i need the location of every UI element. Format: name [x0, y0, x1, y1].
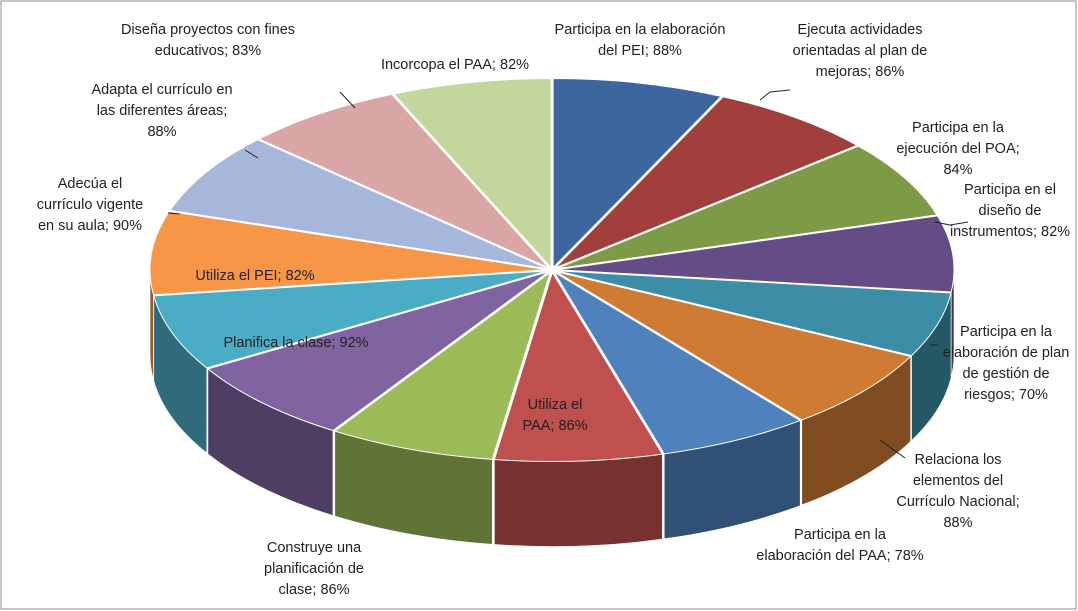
label-category: Adecúa el currículo vigente en su aula; — [36, 176, 144, 234]
label-value: 88% — [943, 515, 973, 531]
label-category: Participa en la ejecución del POA; — [896, 120, 1020, 157]
data-label: Relaciona los elementos del Currículo Na… — [883, 450, 1033, 534]
slice — [153, 270, 548, 369]
label-value: 82% — [285, 268, 315, 284]
label-value: 88% — [652, 43, 682, 59]
data-label: Diseña proyectos con fines educativos; 8… — [108, 20, 308, 62]
data-label: Construye una planificación de clase; 86… — [244, 538, 384, 601]
label-category: Relaciona los elementos del Currículo Na… — [896, 452, 1020, 510]
slice — [149, 210, 548, 296]
label-category: Construye una planificación de clase; — [264, 540, 364, 598]
slice — [206, 271, 549, 432]
label-value: 88% — [147, 124, 177, 140]
slice — [257, 93, 550, 269]
leader-line — [339, 91, 356, 109]
label-category: Participa en el diseño de instrumentos; — [949, 182, 1056, 240]
data-label: Ejecuta actividades orientadas al plan d… — [785, 20, 935, 83]
label-value: 92% — [339, 335, 369, 351]
data-label: Participa en el diseño de instrumentos; … — [948, 180, 1073, 243]
leader-line — [879, 439, 906, 459]
label-value: 84% — [943, 162, 973, 178]
label-category: Planifica la clase; — [223, 335, 336, 351]
slice — [392, 78, 552, 269]
data-label: Planifica la clase; 92% — [221, 333, 371, 354]
label-category: Participa en la elaboración del PEI; — [554, 22, 726, 59]
slice — [333, 271, 552, 460]
label-category: Participa en la elaboración del PAA; — [756, 527, 891, 564]
label-value: 86% — [875, 64, 905, 80]
data-label: Participa en la ejecución del POA; 84% — [883, 118, 1033, 181]
label-value: 83% — [232, 43, 262, 59]
slice — [554, 96, 859, 269]
pie-tops — [149, 78, 955, 462]
data-label: Adecúa el currículo vigente en su aula; … — [35, 174, 145, 237]
slice — [555, 271, 912, 421]
data-label: Utiliza el PEI; 82% — [160, 266, 350, 287]
leader-lines — [167, 89, 969, 459]
label-value: 90% — [112, 218, 142, 234]
leader-line — [759, 89, 791, 101]
data-label: Incorcopa el PAA; 82% — [345, 55, 565, 76]
data-label: Participa en la elaboración del PAA; 78% — [755, 525, 925, 567]
leader-line — [244, 149, 259, 159]
data-label: Adapta el currículo en las diferentes ár… — [82, 80, 242, 143]
label-value: 70% — [1018, 387, 1048, 403]
leader-line — [934, 221, 969, 226]
label-value: 82% — [500, 57, 530, 73]
data-label: Participa en la elaboración del PEI; 88% — [553, 20, 728, 62]
slice — [553, 271, 802, 455]
label-value: 86% — [320, 582, 350, 598]
label-value: 78% — [894, 548, 924, 564]
leader-line — [167, 212, 181, 215]
label-category: Utiliza el PAA; — [522, 397, 583, 434]
slice — [493, 271, 664, 462]
slice-side — [494, 453, 663, 547]
slice — [556, 215, 955, 293]
label-category: Diseña proyectos con fines educativos; — [120, 22, 296, 59]
label-category: Incorcopa el PAA; — [380, 57, 496, 73]
label-category: Participa en la elaboración de plan de g… — [942, 324, 1070, 403]
slice — [556, 270, 952, 357]
label-category: Adapta el currículo en las diferentes ár… — [91, 82, 233, 119]
label-value: 86% — [558, 418, 588, 434]
slice — [169, 139, 548, 270]
slice — [556, 145, 938, 270]
label-category: Ejecuta actividades orientadas al plan d… — [792, 22, 928, 80]
pie-sides — [149, 269, 955, 547]
data-label: Participa en la elaboración de plan de g… — [941, 322, 1071, 406]
label-value: 82% — [1041, 224, 1071, 240]
data-label: Utiliza el PAA; 86% — [510, 395, 600, 437]
slice — [552, 78, 723, 269]
label-category: Utiliza el PEI; — [195, 268, 282, 284]
